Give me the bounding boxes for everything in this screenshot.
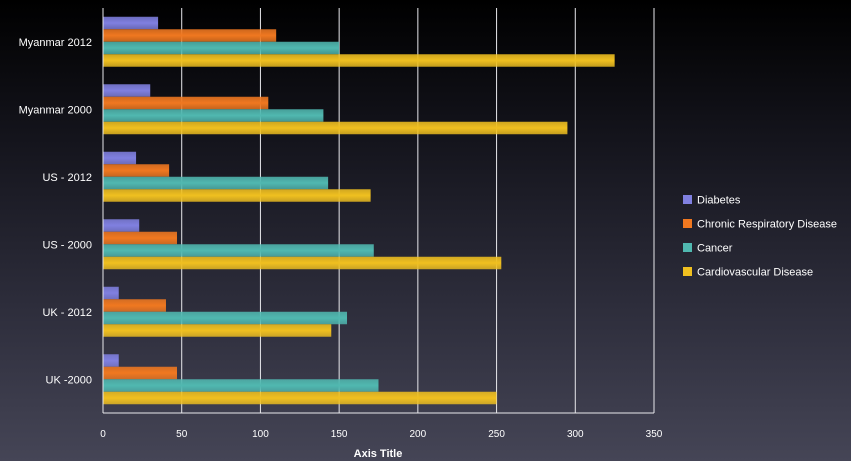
category-labels: UK -2000 UK - 2012 US - 2000 US - 2012 Myanm…	[19, 37, 92, 387]
bar-cardiovascular-disease-2	[103, 256, 502, 270]
x-tick-label: 250	[488, 429, 505, 440]
bar-cancer-1	[103, 311, 348, 325]
x-tick-label: 300	[567, 429, 584, 440]
legend-label: Diabetes	[697, 195, 741, 207]
bar-cancer-5	[103, 41, 340, 55]
x-axis-title: Axis Title	[354, 448, 403, 460]
x-tick-label: 50	[176, 429, 188, 440]
legend-swatch	[683, 243, 692, 252]
x-tick-label: 0	[100, 429, 106, 440]
bar-diabetes-2	[103, 219, 140, 232]
legend: Diabetes Chronic Respiratory Disease Cance…	[683, 195, 837, 279]
category-label: UK - 2012	[42, 307, 92, 319]
bar-chronic-respiratory-disease-2	[103, 231, 177, 245]
bar-cardiovascular-disease-1	[103, 324, 332, 337]
bar-cardiovascular-disease-5	[103, 54, 615, 67]
axes	[102, 8, 654, 414]
bar-cardiovascular-disease-4	[103, 121, 568, 135]
gridlines	[181, 8, 655, 413]
bar-chronic-respiratory-disease-1	[103, 299, 166, 312]
x-tick-label: 150	[331, 429, 348, 440]
bar-chronic-respiratory-disease-0	[103, 366, 177, 380]
category-label: UK -2000	[46, 374, 92, 386]
bar-chronic-respiratory-disease-5	[103, 29, 277, 42]
x-tick-labels: 0 50 100 150 200 250 300 350	[100, 429, 663, 440]
legend-label: Chronic Respiratory Disease	[697, 219, 837, 231]
bar-cancer-2	[103, 244, 374, 257]
category-label: US - 2012	[42, 172, 92, 184]
legend-label: Cardiovascular Disease	[697, 267, 813, 279]
category-label: Myanmar 2000	[19, 104, 92, 116]
bar-cancer-0	[103, 379, 379, 392]
bar-chronic-respiratory-disease-4	[103, 96, 269, 110]
x-tick-label: 350	[646, 429, 663, 440]
category-label: Myanmar 2012	[19, 37, 92, 49]
bar-chronic-respiratory-disease-3	[103, 164, 170, 177]
category-label: US - 2000	[42, 239, 92, 251]
bar-diabetes-1	[103, 286, 119, 300]
bar-cardiovascular-disease-0	[103, 391, 497, 405]
legend-label: Cancer	[697, 243, 733, 255]
bar-cancer-4	[103, 109, 324, 122]
bar-diabetes-0	[103, 354, 119, 367]
x-tick-label: 200	[410, 429, 427, 440]
bar-diabetes-5	[103, 16, 159, 30]
legend-swatch	[683, 219, 692, 228]
bars	[103, 16, 615, 405]
bar-cardiovascular-disease-3	[103, 189, 371, 202]
bar-cancer-3	[103, 176, 329, 190]
legend-swatch	[683, 195, 692, 204]
bar-diabetes-4	[103, 84, 151, 97]
legend-swatch	[683, 267, 692, 276]
x-tick-label: 100	[252, 429, 269, 440]
bar-diabetes-3	[103, 151, 137, 165]
